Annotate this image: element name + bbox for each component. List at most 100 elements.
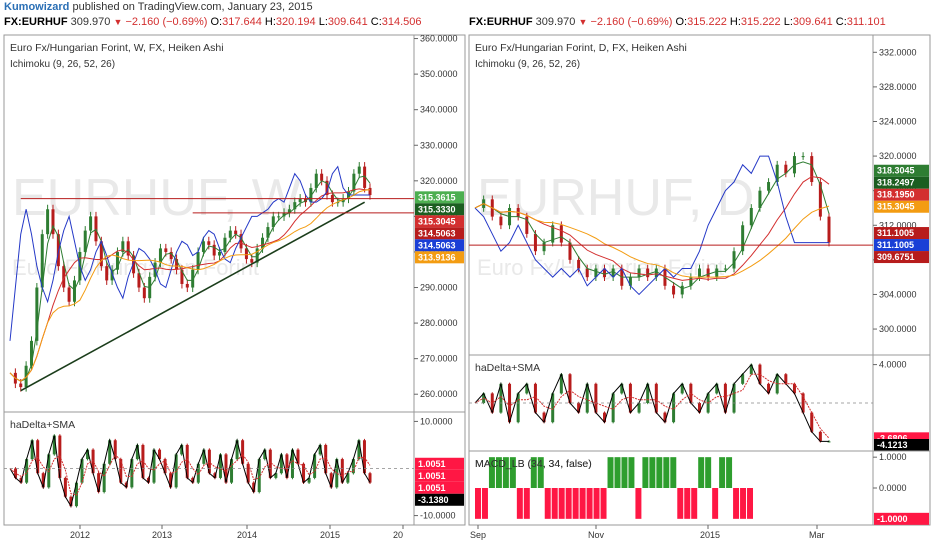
down-triangle-icon: ▼ bbox=[113, 17, 123, 27]
candle-body bbox=[201, 241, 205, 252]
candle-body bbox=[180, 269, 184, 284]
price-tag bbox=[874, 188, 929, 201]
candle-body bbox=[646, 383, 650, 403]
price-tag-label: 1.0051 bbox=[418, 483, 446, 493]
candle-body bbox=[628, 277, 632, 286]
macd-bar bbox=[516, 488, 523, 519]
candle-body bbox=[239, 234, 243, 249]
candle-body bbox=[126, 241, 130, 256]
candle-body bbox=[83, 230, 87, 252]
candle-body bbox=[121, 241, 125, 252]
candle-body bbox=[646, 268, 650, 278]
price-tag bbox=[874, 439, 929, 451]
candle-body bbox=[577, 259, 581, 269]
candle-body bbox=[499, 383, 503, 413]
candle-body bbox=[113, 440, 117, 460]
candle-body bbox=[697, 403, 701, 413]
sma-line bbox=[9, 453, 371, 496]
candle-body bbox=[368, 187, 372, 196]
pane-title: Euro Fx/Hungarian Forint, D, FX, Heiken … bbox=[475, 42, 687, 54]
price-tag bbox=[415, 481, 464, 494]
candle-body bbox=[207, 449, 211, 474]
candle-body bbox=[40, 234, 44, 288]
pane-title: MACD_LB (34, 34, false) bbox=[475, 458, 592, 470]
candle-body bbox=[689, 277, 693, 286]
candle-body bbox=[784, 164, 788, 174]
macd-bar bbox=[733, 488, 740, 519]
candle-body bbox=[749, 364, 753, 375]
candle-body bbox=[637, 403, 641, 413]
right-high: 315.222 bbox=[740, 16, 781, 28]
candle-body bbox=[551, 393, 555, 423]
candle-body bbox=[318, 444, 322, 455]
candle-body bbox=[335, 459, 339, 488]
candle-body bbox=[52, 435, 56, 455]
candle-body bbox=[252, 482, 256, 493]
price-tag-label: 318.3045 bbox=[877, 166, 915, 176]
macd-bar bbox=[537, 457, 544, 488]
author-link[interactable]: Kumowizard bbox=[4, 1, 70, 13]
macd-bar bbox=[475, 488, 481, 519]
candle-body bbox=[282, 212, 286, 217]
x-tick-label: 2013 bbox=[152, 530, 172, 540]
candle-body bbox=[263, 449, 267, 460]
candle-body bbox=[142, 287, 146, 299]
price-tag bbox=[415, 215, 464, 228]
price-tag-label: 315.3330 bbox=[418, 204, 456, 214]
candle-body bbox=[723, 268, 727, 270]
candle-body bbox=[207, 241, 211, 245]
y-tick-label: 260.0000 bbox=[420, 389, 458, 399]
candle-body bbox=[818, 431, 822, 442]
conversion-line bbox=[9, 175, 371, 382]
candle-body bbox=[810, 156, 814, 183]
candle-body bbox=[290, 449, 294, 478]
price-tag-label: 311.1005 bbox=[877, 228, 914, 238]
candle-body bbox=[533, 233, 537, 252]
y-tick-label: 324.0000 bbox=[879, 116, 917, 126]
candle-body bbox=[174, 454, 178, 488]
price-tag-label: 1.0051 bbox=[418, 471, 446, 481]
candle-body bbox=[715, 268, 719, 278]
price-tag bbox=[415, 457, 464, 470]
pane-subtitle: Ichimoku (9, 26, 52, 26) bbox=[475, 59, 580, 70]
pane-title: Euro Fx/Hungarian Forint, W, FX, Heiken … bbox=[10, 42, 224, 54]
candle-body bbox=[340, 459, 344, 483]
candle-body bbox=[196, 463, 200, 483]
candle-body bbox=[135, 444, 139, 460]
candle-body bbox=[152, 449, 156, 483]
candle-body bbox=[185, 283, 189, 288]
trendline bbox=[20, 201, 366, 392]
macd-bar bbox=[677, 488, 684, 519]
candle-body bbox=[325, 180, 329, 196]
macd-bar bbox=[579, 488, 586, 519]
candle-body bbox=[594, 383, 598, 413]
candle-body bbox=[362, 440, 366, 474]
price-tag bbox=[415, 203, 464, 216]
x-tick-label: Nov bbox=[588, 530, 605, 540]
macd-bar bbox=[649, 457, 656, 488]
candle-body bbox=[191, 269, 195, 288]
macd-bar bbox=[544, 488, 551, 519]
price-tag-label: 315.3615 bbox=[418, 192, 456, 202]
macd-bar bbox=[502, 457, 509, 488]
right-quote-line: FX:EURHUF 309.970 ▼ −2.160 (−0.69%) O:31… bbox=[469, 15, 886, 29]
x-tick-label: 2015 bbox=[320, 530, 340, 540]
macd-bar bbox=[565, 488, 572, 519]
candle-body bbox=[163, 459, 167, 474]
candle-body bbox=[357, 440, 361, 460]
candle-body bbox=[620, 383, 624, 394]
macd-bar bbox=[572, 488, 579, 519]
candle-body bbox=[368, 473, 372, 483]
macd-bar bbox=[586, 488, 593, 519]
candle-body bbox=[516, 393, 520, 423]
right-h-label: H: bbox=[729, 16, 741, 28]
candle-body bbox=[320, 173, 324, 181]
price-tag-label: -1.0000 bbox=[877, 514, 908, 524]
candle-body bbox=[309, 187, 313, 203]
left-low: 309.641 bbox=[327, 16, 368, 28]
candle-body bbox=[277, 216, 281, 218]
candle-body bbox=[230, 459, 234, 483]
price-tag bbox=[874, 164, 929, 177]
candle-body bbox=[525, 383, 529, 394]
